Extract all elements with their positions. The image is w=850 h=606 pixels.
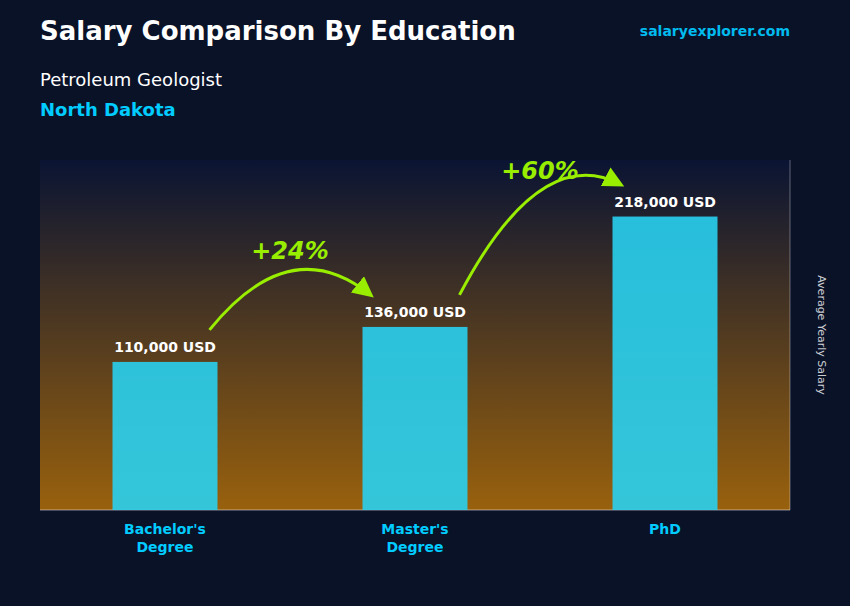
percent-label: +60% xyxy=(501,157,579,185)
growth-arrow xyxy=(460,175,621,295)
bars xyxy=(113,217,718,510)
bar xyxy=(613,217,718,510)
y-axis-line xyxy=(790,160,791,510)
background xyxy=(0,0,850,606)
category-label-line: Degree xyxy=(136,539,193,555)
growth-arrow xyxy=(210,269,371,330)
category-label: PhD xyxy=(649,521,681,537)
subtitle: Petroleum Geologist xyxy=(40,69,222,90)
title: Salary Comparison By Education xyxy=(40,16,516,46)
bar xyxy=(113,362,218,510)
category-label-line: Bachelor's xyxy=(124,521,206,537)
data-label: 218,000 USD xyxy=(614,194,716,210)
category-label-line: PhD xyxy=(649,521,681,537)
brand: salaryexplorer.com xyxy=(640,23,790,39)
data-label: 136,000 USD xyxy=(364,304,466,320)
category-label-line: Degree xyxy=(386,539,443,555)
subtitle: North Dakota xyxy=(40,99,176,120)
category-label: Bachelor's Degree xyxy=(124,521,206,555)
chart: Salary Comparison By Education Petroleum … xyxy=(0,0,850,606)
plot-area xyxy=(40,160,790,510)
category-label: Master's Degree xyxy=(381,521,448,555)
percent-label: +24% xyxy=(251,237,329,265)
y-axis-label: Average Yearly Salary xyxy=(815,275,828,395)
category-label-line: Master's xyxy=(381,521,448,537)
data-label: 110,000 USD xyxy=(114,339,216,355)
bar xyxy=(363,327,468,510)
